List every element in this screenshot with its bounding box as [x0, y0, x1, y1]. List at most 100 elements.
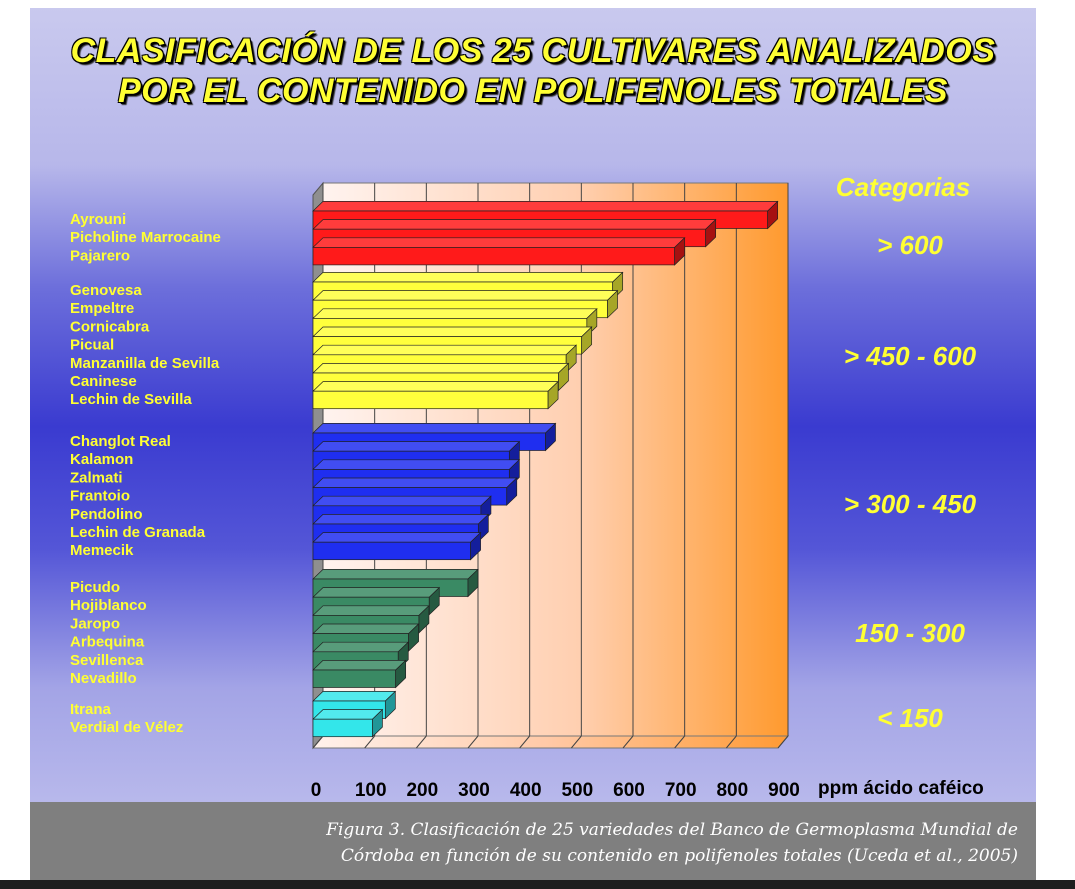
x-tick-label: 500	[561, 780, 593, 801]
floor-gridline-100	[364, 735, 376, 749]
category-label: > 600	[877, 230, 943, 260]
cultivar-label: Pajarero	[70, 247, 130, 264]
bar-end-face	[547, 380, 559, 410]
bar-top-face	[312, 605, 430, 616]
bar-top-face	[312, 290, 619, 301]
bar-end-face	[384, 690, 396, 720]
bar-top-face	[312, 477, 518, 488]
bar-end-face	[395, 659, 407, 689]
bar-top-face	[312, 587, 441, 598]
bar-front-face	[312, 541, 471, 561]
slide: CLASIFICACIÓN DE LOS 25 CULTIVARES ANALI…	[30, 8, 1036, 880]
floor-gridline-600	[622, 735, 634, 749]
bar-top-face	[312, 641, 410, 653]
slide-title-line-2: POR EL CONTENIDO EN POLIFENOLES TOTALES	[118, 72, 948, 110]
bar-end-face	[767, 200, 779, 230]
chart-floor	[311, 735, 790, 749]
x-tick-label: 600	[613, 780, 645, 801]
bar-lechin-de-sevilla	[312, 380, 559, 410]
bar-top-face	[312, 459, 521, 470]
cultivar-label: Empeltre	[70, 300, 134, 317]
bar-top-face	[312, 709, 384, 720]
floor-gridline-300	[467, 735, 479, 749]
bar-top-face	[312, 363, 570, 374]
floor-gridline-500	[570, 735, 582, 749]
taskbar	[0, 880, 1075, 889]
category-label: < 150	[877, 703, 943, 733]
category-label: > 300 - 450	[844, 489, 977, 519]
plot-area	[311, 181, 790, 750]
cultivar-label: Lechin de Granada	[70, 524, 206, 541]
bar-top-face	[312, 514, 490, 525]
x-tick-label: 0	[311, 780, 322, 801]
cultivar-label: Picholine Marrocaine	[70, 229, 221, 246]
bar-front-face	[312, 718, 373, 738]
bar-end-face	[705, 218, 717, 248]
floor-gridline-0	[312, 735, 324, 749]
bar-verdial-de-v-lez	[312, 708, 384, 738]
bar-nevadillo	[312, 659, 407, 689]
floor-gridline-200	[415, 735, 427, 749]
bar-pajarero	[312, 236, 686, 266]
cultivar-label: Ayrouni	[70, 211, 126, 228]
floor-gridline-800	[725, 735, 737, 749]
bar-front-face	[312, 247, 676, 266]
category-label: 150 - 300	[855, 618, 965, 648]
category-label: > 450 - 600	[844, 341, 977, 371]
bar-top-face	[312, 423, 557, 434]
cultivar-label: Picual	[70, 337, 114, 354]
bar-end-face	[581, 326, 593, 355]
x-tick-label: 700	[665, 780, 697, 801]
bar-top-face	[312, 381, 559, 392]
cultivar-label: Hojiblanco	[70, 597, 147, 614]
bar-top-face	[312, 344, 578, 356]
slide-title-line-1: CLASIFICACIÓN DE LOS 25 CULTIVARES ANALI…	[70, 32, 996, 70]
cultivar-label: Verdial de Vélez	[70, 719, 183, 736]
x-tick-label: 300	[458, 780, 490, 801]
x-tick-label: 200	[406, 780, 438, 801]
bar-top-face	[312, 441, 521, 452]
cultivar-label: Caninese	[70, 373, 137, 390]
cultivar-label: Cornicabra	[70, 318, 150, 335]
cultivar-label: Picudo	[70, 579, 120, 596]
bar-top-face	[312, 308, 598, 319]
x-tick-label: 800	[716, 780, 748, 801]
bar-top-face	[312, 691, 397, 702]
bar-top-face	[312, 219, 717, 230]
bar-top-face	[312, 237, 686, 248]
cultivar-label: Pendolino	[70, 506, 143, 523]
bar-end-face	[467, 568, 479, 598]
floor-gridline-400	[519, 735, 531, 749]
caption-line-2: Córdoba en función de su contenido en po…	[340, 846, 1018, 866]
cultivar-label: Jaropo	[70, 615, 120, 632]
bar-front-face	[312, 390, 549, 410]
bar-end-face	[674, 236, 686, 266]
bar-top-face	[312, 272, 624, 283]
cultivar-label: Frantoio	[70, 488, 130, 505]
bar-top-face	[312, 201, 779, 212]
bar-top-face	[312, 326, 593, 337]
floor-gridline-700	[674, 735, 686, 749]
bar-top-face	[312, 569, 479, 580]
cultivar-label: Arbequina	[70, 634, 145, 651]
cultivar-label: Lechin de Sevilla	[70, 391, 192, 408]
cultivar-label: Sevillenca	[70, 652, 144, 669]
bar-top-face	[312, 623, 420, 634]
category-labels: Categorias > 600 > 450 - 600 > 300 - 450 150…	[836, 172, 977, 733]
bar-end-face	[470, 531, 481, 561]
bar-memecik	[312, 531, 482, 561]
cultivar-label: Itrana	[70, 701, 112, 718]
figure-caption: Figura 3. Clasificación de 25 variedades…	[30, 802, 1036, 880]
x-tick-label: 100	[355, 780, 387, 801]
bar-end-face	[545, 422, 556, 452]
x-axis-label: ppm ácido caféico	[818, 778, 984, 799]
bar-end-face	[506, 477, 518, 506]
cultivar-label: Nevadillo	[70, 670, 137, 687]
bar-top-face	[312, 660, 407, 671]
bar-end-face	[372, 708, 383, 738]
bar-end-face	[607, 289, 618, 319]
caption-line-1: Figura 3. Clasificación de 25 variedades…	[326, 820, 1018, 840]
cultivar-label: Zalmati	[70, 469, 123, 486]
